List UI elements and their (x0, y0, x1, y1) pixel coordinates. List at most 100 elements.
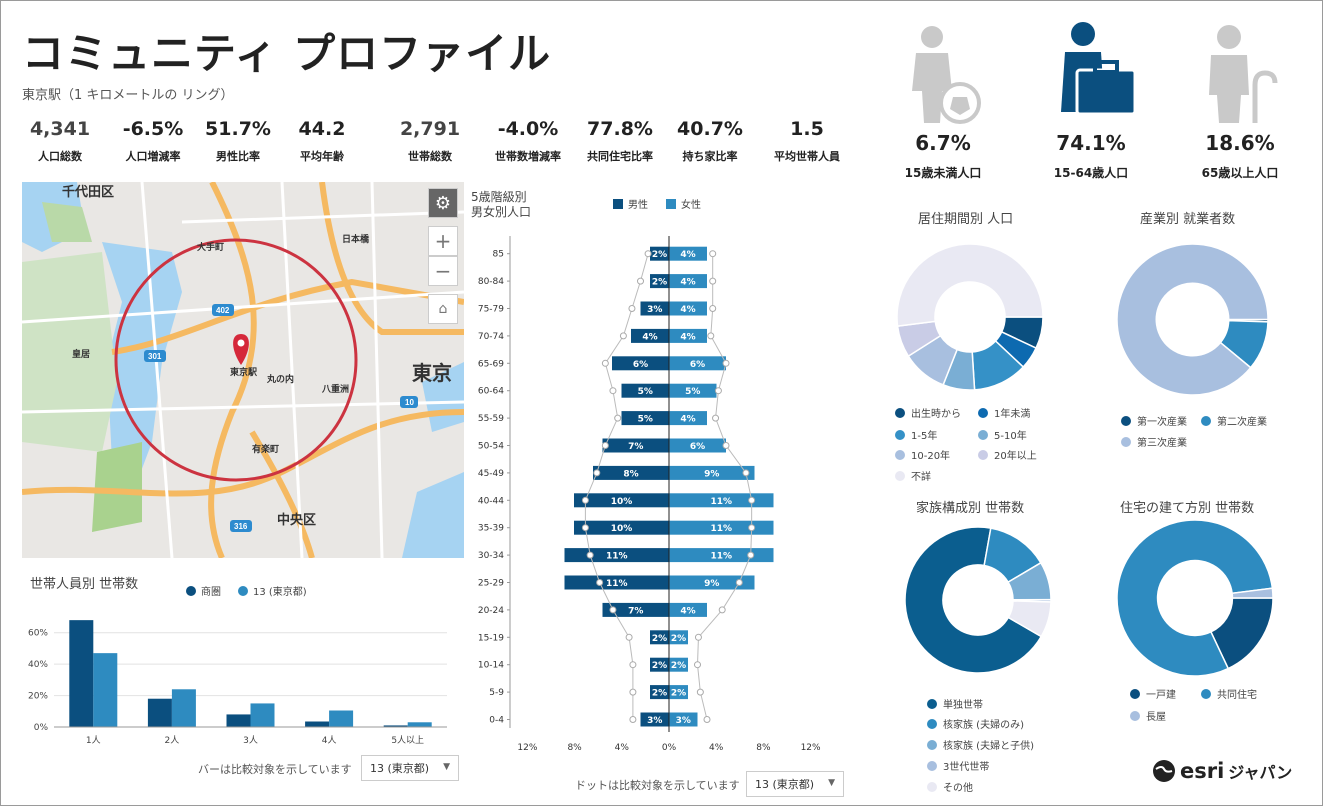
stat-block: 40.7% 持ち家比率 (660, 118, 760, 164)
donut-title: 居住期間別 人口 (918, 212, 1014, 227)
female-compare-dot (709, 250, 717, 258)
route-badge (230, 520, 252, 532)
male-compare-dot (625, 633, 633, 641)
brand-logo: esri ジャパン (1152, 759, 1292, 783)
legend-swatch (978, 429, 988, 440)
map-view[interactable]: 千代田区 東京 中央区 東京駅 皇居 大手町 丸の内 有楽町 日本橋 八重洲 4… (22, 182, 464, 558)
x-tick-label: 3人 (243, 735, 258, 746)
female-compare-dot (742, 469, 750, 477)
home-icon[interactable]: ⌂ (428, 294, 458, 324)
legend-swatch (927, 698, 937, 709)
male-data-label: 2% (652, 661, 667, 671)
stat-value: 1.5 (790, 118, 824, 140)
legend-label: 5-10年 (994, 431, 1027, 442)
zoom-out-button[interactable]: − (428, 256, 458, 286)
female-data-label: 6% (690, 360, 705, 370)
stat-label: 平均世帯人員 (774, 150, 840, 163)
age-tick-label: 5-9 (489, 688, 504, 698)
female-bar (669, 493, 774, 508)
brand-name: esri (1180, 759, 1225, 783)
female-compare-dot (709, 305, 717, 312)
select-value: 13 (東京都) (755, 778, 815, 791)
female-bar (669, 575, 755, 590)
legend-label: 商圏 (201, 587, 221, 598)
stat-label: 持ち家比率 (682, 150, 738, 163)
female-data-label: 2% (671, 661, 686, 671)
male-compare-line (584, 253, 649, 720)
donut-legend-item: 20年以上 (978, 447, 1037, 462)
household-bar (250, 703, 275, 727)
map-label: 東京駅 (230, 366, 258, 377)
stat-block: 44.2 平均年齢 (272, 118, 372, 164)
housing-type-donut (1116, 519, 1274, 677)
y-tick-label: 40% (28, 660, 48, 670)
park-area-3 (92, 442, 142, 532)
male-data-label: 5% (638, 387, 653, 397)
female-compare-dot (712, 414, 720, 422)
age-label-elder: 65歳以上人口 (1201, 166, 1279, 180)
legend-label: 1-5年 (911, 431, 938, 442)
family-type-donut (904, 526, 1052, 674)
legend-label: 核家族 (夫婦と子供) (943, 741, 1034, 752)
age-tick-label: 30-34 (478, 551, 504, 561)
page-subtitle: 東京駅（1 キロメートルの リング） (22, 88, 234, 103)
legend-swatch (895, 429, 905, 440)
location-pin-icon[interactable] (233, 334, 249, 365)
male-compare-dot (601, 359, 609, 367)
stat-value: 77.8% (587, 118, 653, 140)
map-label: 東京 (412, 361, 452, 385)
female-bar (669, 383, 717, 398)
male-compare-dot (609, 387, 617, 395)
male-compare-dot (581, 524, 589, 532)
legend-label: 第二次産業 (1217, 417, 1267, 428)
household-legend-1: 商圏 (186, 583, 221, 598)
elder-icon (1209, 25, 1278, 123)
map-canvas[interactable]: 千代田区 東京 中央区 東京駅 皇居 大手町 丸の内 有楽町 日本橋 八重洲 4… (22, 182, 464, 558)
legend-label: 1年未満 (994, 409, 1031, 420)
male-compare-dot (596, 579, 604, 586)
male-data-label: 6% (633, 360, 648, 370)
male-bar (650, 246, 669, 261)
select-value: 13 (東京都) (370, 762, 430, 775)
male-bar (640, 712, 669, 727)
household-bar (305, 721, 330, 727)
female-data-label: 9% (704, 579, 719, 589)
male-bar (612, 356, 669, 371)
female-compare-dot (696, 688, 704, 696)
donut-legend-item: 5-10年 (978, 427, 1027, 442)
age-value-worker: 74.1% (1056, 131, 1126, 155)
route-badge (400, 396, 418, 408)
map-label: 有楽町 (252, 443, 279, 454)
legend-label: 20年以上 (994, 451, 1037, 462)
age-tick-label: 85 (493, 250, 504, 260)
household-bar (171, 689, 196, 727)
donut-slice (1116, 243, 1269, 396)
female-data-label: 11% (710, 497, 732, 507)
household-compare-select[interactable]: 13 (東京都) ▼ (361, 755, 459, 781)
zoom-in-button[interactable]: + (428, 226, 458, 256)
age-tick-label: 40-44 (478, 496, 504, 506)
male-bar (593, 465, 669, 480)
industry-donut (1116, 243, 1269, 396)
female-bar (669, 438, 726, 453)
settings-gear-icon[interactable]: ⚙ (428, 188, 458, 218)
age-value-child: 6.7% (915, 131, 971, 155)
female-bar (669, 246, 707, 261)
male-compare-dot (629, 688, 637, 696)
male-bar (602, 438, 669, 453)
legend-label: 女性 (681, 200, 701, 211)
male-compare-dot (581, 496, 589, 504)
pyramid-compare-select[interactable]: 13 (東京都) ▼ (746, 771, 844, 797)
female-data-label: 9% (704, 469, 719, 479)
female-compare-dot (694, 661, 701, 669)
stat-value: 40.7% (677, 118, 743, 140)
household-bar-chart: 0% 20% 40% 60% 1人 2人 3人 4人 5人以上 (28, 620, 447, 746)
age-tick-label: 35-39 (478, 524, 504, 534)
female-bar (669, 301, 707, 316)
male-data-label: 11% (606, 579, 628, 589)
male-bar (631, 328, 669, 343)
legend-swatch (1121, 415, 1131, 426)
female-compare-dot (709, 277, 717, 285)
donut-legend-item: 3世代世帯 (927, 758, 989, 773)
legend-label: 3世代世帯 (943, 762, 990, 773)
